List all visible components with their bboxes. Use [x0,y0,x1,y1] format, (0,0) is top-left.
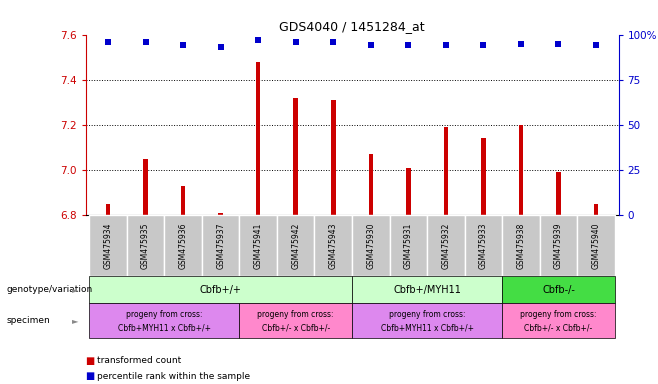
Point [140,39,151,45]
Bar [202,215,240,276]
Point [215,44,226,50]
Point [553,41,564,47]
Text: Cbfb+/- x Cbfb+/-: Cbfb+/- x Cbfb+/- [524,324,593,333]
Text: progeny from cross:: progeny from cross: [520,310,597,319]
Bar [164,215,202,276]
Bar [443,127,448,215]
Text: Cbfb+/+: Cbfb+/+ [200,285,241,295]
Text: genotype/variation: genotype/variation [7,285,93,295]
Bar [256,61,261,215]
Bar [502,303,615,338]
Bar [427,215,465,276]
Text: GSM475934: GSM475934 [103,222,113,269]
Text: progeny from cross:: progeny from cross: [126,310,203,319]
Text: GSM475940: GSM475940 [592,222,601,269]
Text: GSM475938: GSM475938 [517,223,526,269]
Text: GSM475942: GSM475942 [291,223,300,269]
Point [103,39,113,45]
Bar [540,215,577,276]
Text: ■: ■ [86,371,95,381]
Point [290,39,301,45]
Text: Cbfb+/MYH11: Cbfb+/MYH11 [393,285,461,295]
Text: Cbfb+/- x Cbfb+/-: Cbfb+/- x Cbfb+/- [262,324,330,333]
Bar [127,215,164,276]
Bar [240,215,277,276]
Bar [181,186,186,215]
Point [328,39,338,45]
Text: Cbfb+MYH11 x Cbfb+/+: Cbfb+MYH11 x Cbfb+/+ [380,324,474,333]
Point [253,37,263,43]
Text: GSM475943: GSM475943 [329,222,338,269]
Bar [502,215,540,276]
Bar [594,204,598,215]
Bar [89,303,240,338]
Point [516,41,526,47]
Bar [143,159,148,215]
Bar [390,215,427,276]
Bar [465,215,502,276]
Text: GSM475936: GSM475936 [178,222,188,269]
Bar [556,172,561,215]
Bar [406,168,411,215]
Text: GSM475931: GSM475931 [404,223,413,269]
Text: progeny from cross:: progeny from cross: [257,310,334,319]
Point [591,42,601,48]
Text: GSM475933: GSM475933 [479,222,488,269]
Text: GSM475939: GSM475939 [554,222,563,269]
Bar [89,276,352,303]
Bar [352,276,502,303]
Text: ■: ■ [86,356,95,366]
Text: specimen: specimen [7,316,50,325]
Bar [240,303,352,338]
Point [178,42,188,48]
Bar [352,303,502,338]
Text: GSM475935: GSM475935 [141,222,150,269]
Bar [352,215,390,276]
Bar [577,215,615,276]
Title: GDS4040 / 1451284_at: GDS4040 / 1451284_at [279,20,425,33]
Text: GSM475932: GSM475932 [442,223,450,269]
Bar [218,213,223,215]
Text: GSM475941: GSM475941 [254,223,263,269]
Text: GSM475930: GSM475930 [367,222,375,269]
Point [441,42,451,48]
Text: percentile rank within the sample: percentile rank within the sample [97,372,251,381]
Bar [106,204,111,215]
Point [366,42,376,48]
Text: Cbfb-/-: Cbfb-/- [542,285,575,295]
Text: Cbfb+MYH11 x Cbfb+/+: Cbfb+MYH11 x Cbfb+/+ [118,324,211,333]
Bar [277,215,315,276]
Bar [519,125,523,215]
Bar [315,215,352,276]
Bar [331,100,336,215]
Bar [293,98,298,215]
Text: ►: ► [72,316,79,325]
Bar [481,138,486,215]
Point [403,42,414,48]
Text: transformed count: transformed count [97,356,182,366]
Text: progeny from cross:: progeny from cross: [389,310,465,319]
Text: ►: ► [72,285,79,295]
Bar [368,154,373,215]
Bar [89,215,127,276]
Text: GSM475937: GSM475937 [216,222,225,269]
Point [478,42,489,48]
Bar [502,276,615,303]
